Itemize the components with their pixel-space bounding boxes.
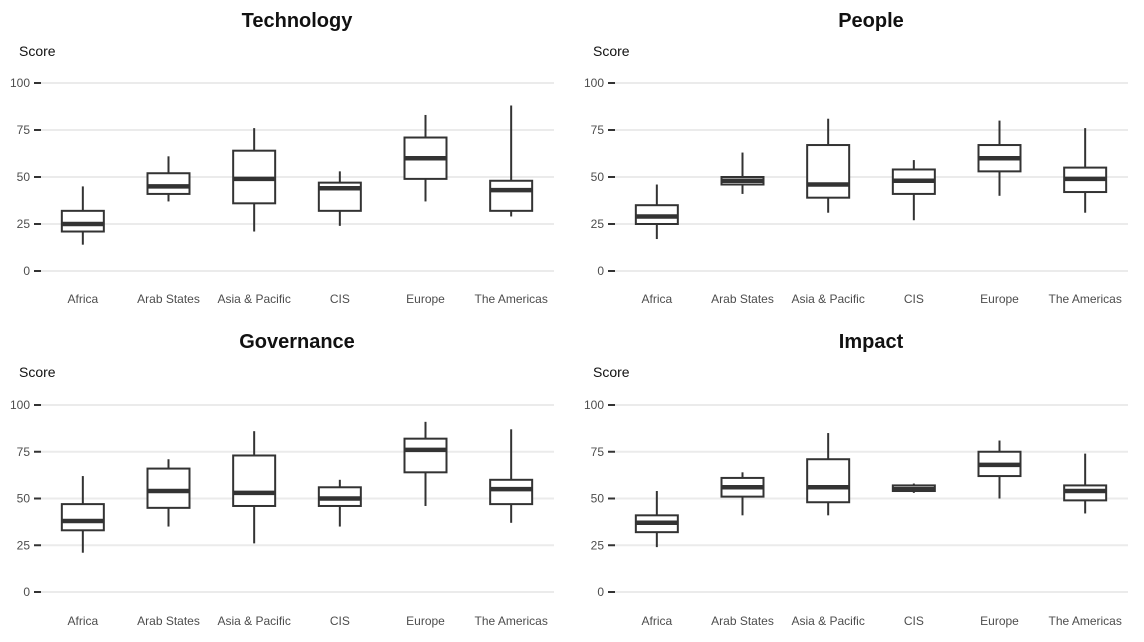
y-tick-label-75: 75 (591, 123, 605, 137)
box-africa (60, 476, 105, 553)
y-tick-label-75: 75 (591, 445, 605, 459)
y-axis-label: Score (19, 364, 56, 380)
box-the-americas (1063, 453, 1108, 514)
x-tick-label-africa: Africa (641, 292, 672, 306)
panel-title: People (838, 10, 904, 32)
y-tick-label-0: 0 (597, 264, 604, 278)
x-tick-label-europe: Europe (980, 614, 1019, 628)
y-tick-label-100: 100 (10, 398, 30, 412)
box-asia-and-pacific (806, 433, 851, 516)
y-tick-label-50: 50 (17, 492, 31, 506)
y-tick-label-0: 0 (23, 585, 30, 599)
y-tick-label-0: 0 (597, 585, 604, 599)
x-tick-label-the-americas: The Americas (1048, 614, 1121, 628)
box-cis (317, 479, 362, 527)
iqr-box-asia-and-pacific (806, 458, 851, 504)
iqr-box-europe (403, 437, 448, 474)
iqr-box-the-americas (489, 179, 534, 212)
box-africa (634, 491, 679, 548)
panel-people: People Score 0 25 50 75 100 Africa Arab States As… (584, 10, 1128, 306)
iqr-box-arab-states (146, 467, 191, 509)
box-europe (403, 114, 448, 202)
box-arab-states (720, 472, 765, 516)
x-tick-label-europe: Europe (406, 292, 445, 306)
iqr-box-the-americas (489, 478, 534, 506)
y-tick-label-100: 100 (584, 76, 604, 90)
box-africa (60, 186, 105, 245)
x-tick-label-europe: Europe (406, 614, 445, 628)
x-tick-label-arab-states: Arab States (711, 614, 774, 628)
x-tick-label-asia-and-pacific: Asia & Pacific (217, 292, 290, 306)
x-tick-label-cis: CIS (330, 614, 350, 628)
y-tick-label-50: 50 (591, 170, 605, 184)
x-tick-label-arab-states: Arab States (137, 292, 200, 306)
y-tick-label-25: 25 (591, 538, 605, 552)
x-tick-label-europe: Europe (980, 292, 1019, 306)
x-tick-label-africa: Africa (641, 614, 672, 628)
box-cis (891, 160, 936, 221)
x-tick-label-asia-and-pacific: Asia & Pacific (217, 614, 290, 628)
iqr-box-africa (60, 209, 105, 233)
iqr-box-africa (60, 503, 105, 532)
x-tick-label-africa: Africa (67, 292, 98, 306)
box-cis (317, 171, 362, 226)
y-tick-label-100: 100 (584, 398, 604, 412)
box-europe (977, 120, 1022, 196)
y-tick-label-100: 100 (10, 76, 30, 90)
box-the-americas (489, 429, 534, 523)
panel-title: Technology (242, 10, 354, 32)
box-europe (977, 440, 1022, 499)
x-tick-label-cis: CIS (904, 292, 924, 306)
y-tick-label-25: 25 (17, 217, 31, 231)
y-axis-label: Score (19, 43, 56, 59)
y-tick-label-25: 25 (17, 538, 31, 552)
x-tick-label-asia-and-pacific: Asia & Pacific (791, 292, 864, 306)
box-arab-states (146, 459, 191, 527)
x-tick-label-the-americas: The Americas (474, 292, 547, 306)
x-tick-label-africa: Africa (67, 614, 98, 628)
box-arab-states (146, 156, 191, 202)
x-tick-label-asia-and-pacific: Asia & Pacific (791, 614, 864, 628)
box-the-americas (489, 105, 534, 217)
panel-governance: Governance Score 0 25 50 75 100 Africa Arab Stat… (10, 331, 554, 628)
y-tick-label-0: 0 (23, 264, 30, 278)
panel-title: Impact (839, 331, 904, 353)
y-axis-label: Score (593, 364, 630, 380)
y-tick-label-50: 50 (591, 492, 605, 506)
x-tick-label-the-americas: The Americas (1048, 292, 1121, 306)
y-tick-label-75: 75 (17, 123, 31, 137)
panel-technology: Technology Score 0 25 50 75 100 Africa Arab Stat… (10, 10, 554, 306)
y-tick-label-50: 50 (17, 170, 31, 184)
x-tick-label-arab-states: Arab States (137, 614, 200, 628)
panel-impact: Impact Score 0 25 50 75 100 Africa Arab States As… (584, 331, 1128, 628)
box-europe (403, 421, 448, 506)
x-tick-label-the-americas: The Americas (474, 614, 547, 628)
box-arab-states (720, 152, 765, 194)
box-asia-and-pacific (806, 118, 851, 213)
iqr-box-asia-and-pacific (806, 144, 851, 199)
panel-title: Governance (239, 331, 355, 353)
y-axis-label: Score (593, 43, 630, 59)
y-tick-label-25: 25 (591, 217, 605, 231)
box-asia-and-pacific (232, 128, 277, 232)
box-the-americas (1063, 128, 1108, 213)
x-tick-label-arab-states: Arab States (711, 292, 774, 306)
x-tick-label-cis: CIS (904, 614, 924, 628)
box-africa (634, 184, 679, 240)
iqr-box-arab-states (146, 172, 191, 195)
y-tick-label-75: 75 (17, 445, 31, 459)
iqr-box-asia-and-pacific (232, 454, 277, 507)
box-cis (891, 483, 936, 493)
box-asia-and-pacific (232, 431, 277, 544)
x-tick-label-cis: CIS (330, 292, 350, 306)
